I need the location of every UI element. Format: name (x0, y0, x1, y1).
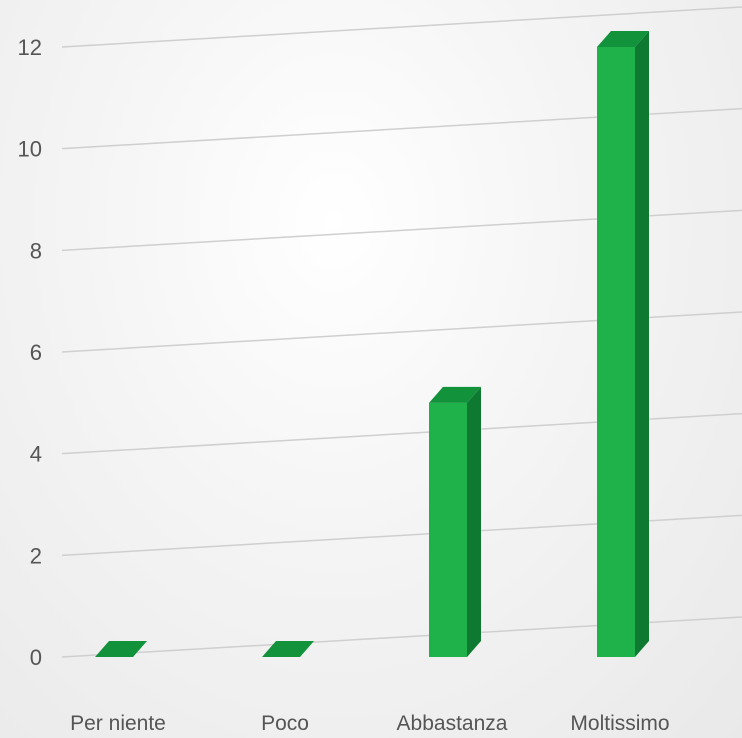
gridline-12 (61, 6, 742, 48)
bar-top-face (262, 641, 314, 657)
x-axis-category-labels: Per niente Poco Abbastanza Moltissimo (70, 712, 669, 735)
y-tick-label-10: 10 (18, 137, 42, 162)
bar-abbastanza (429, 386, 481, 657)
bar-side-face (467, 386, 481, 657)
bars (95, 31, 649, 657)
bar-side-face (635, 31, 649, 657)
y-axis-tick-labels: 0 2 4 6 8 10 12 (18, 35, 42, 670)
bar-front-face (429, 402, 467, 657)
gridlines (61, 6, 742, 658)
x-category-label-abbastanza: Abbastanza (397, 712, 508, 735)
y-tick-label-4: 4 (30, 442, 42, 467)
bar-top-face (597, 31, 649, 47)
bar-poco (262, 641, 314, 657)
x-category-label-per-niente: Per niente (70, 712, 166, 735)
y-tick-label-8: 8 (30, 238, 42, 263)
y-tick-label-2: 2 (30, 543, 42, 568)
y-tick-label-6: 6 (30, 340, 42, 365)
bar-top-face (95, 641, 147, 657)
y-tick-label-0: 0 (30, 645, 42, 670)
bar-moltissimo (597, 31, 649, 657)
x-category-label-poco: Poco (261, 712, 309, 735)
y-tick-label-12: 12 (18, 35, 42, 60)
bar-top-face (429, 386, 481, 403)
bar-per-niente (95, 641, 147, 657)
bar-front-face (597, 47, 635, 657)
x-category-label-moltissimo: Moltissimo (570, 712, 669, 735)
